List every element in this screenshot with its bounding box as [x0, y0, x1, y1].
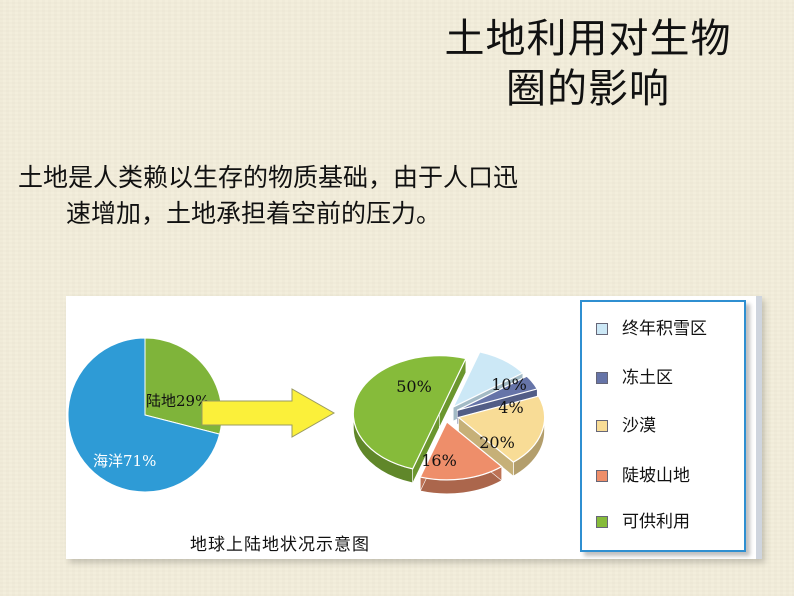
land-data-label-0: 10%	[491, 375, 527, 394]
land-pie-chart: 10% 4% 20% 16% 50%	[352, 351, 546, 495]
legend-label-usable: 可供利用	[622, 512, 690, 532]
earth-slice-0	[67, 337, 221, 493]
land-slice-4	[352, 355, 467, 470]
earth-label-land: 陆地29%	[146, 392, 209, 410]
legend-label-snow: 终年积雪区	[622, 319, 707, 339]
land-slice-2	[457, 395, 546, 463]
slide-title: 土地利用对生物 圈的影响	[408, 14, 768, 114]
legend-item-slope: 陡坡山地	[596, 466, 690, 486]
arrow-icon	[201, 388, 336, 438]
legend-swatch-permafrost	[596, 372, 608, 384]
land-data-label-3: 16%	[421, 451, 457, 470]
chart-legend: 终年积雪区 冻土区 沙漠 陡坡山地 可供利用	[580, 300, 746, 552]
land-slice-3	[419, 420, 503, 481]
legend-label-desert: 沙漠	[622, 416, 656, 436]
intro-line-2: 速增加，土地承担着空前的压力。	[66, 199, 442, 228]
legend-swatch-snow	[596, 323, 608, 335]
land-data-label-1: 4%	[498, 398, 523, 417]
land-slice-1	[457, 375, 539, 411]
figure-caption: 地球上陆地状况示意图	[190, 535, 370, 555]
intro-line-1: 土地是人类赖以生存的物质基础，由于人口迅	[18, 163, 519, 192]
title-line-2: 圈的影响	[506, 66, 670, 112]
legend-item-usable: 可供利用	[596, 512, 690, 532]
title-line-1: 土地利用对生物	[444, 16, 732, 62]
legend-item-snow: 终年积雪区	[596, 319, 707, 339]
earth-pie-chart: 陆地29% 海洋71%	[67, 337, 223, 493]
legend-label-permafrost: 冻土区	[622, 368, 673, 388]
legend-label-slope: 陡坡山地	[622, 466, 690, 486]
earth-label-ocean: 海洋71%	[93, 452, 156, 470]
intro-paragraph: 土地是人类赖以生存的物质基础，由于人口迅 速增加，土地承担着空前的压力。	[18, 160, 658, 232]
legend-item-desert: 沙漠	[596, 416, 656, 436]
legend-swatch-desert	[596, 420, 608, 432]
legend-swatch-slope	[596, 470, 608, 482]
land-slice-0	[451, 351, 524, 409]
legend-swatch-usable	[596, 516, 608, 528]
land-data-label-2: 20%	[479, 433, 515, 452]
land-data-label-4: 50%	[396, 377, 432, 396]
legend-item-permafrost: 冻土区	[596, 368, 673, 388]
